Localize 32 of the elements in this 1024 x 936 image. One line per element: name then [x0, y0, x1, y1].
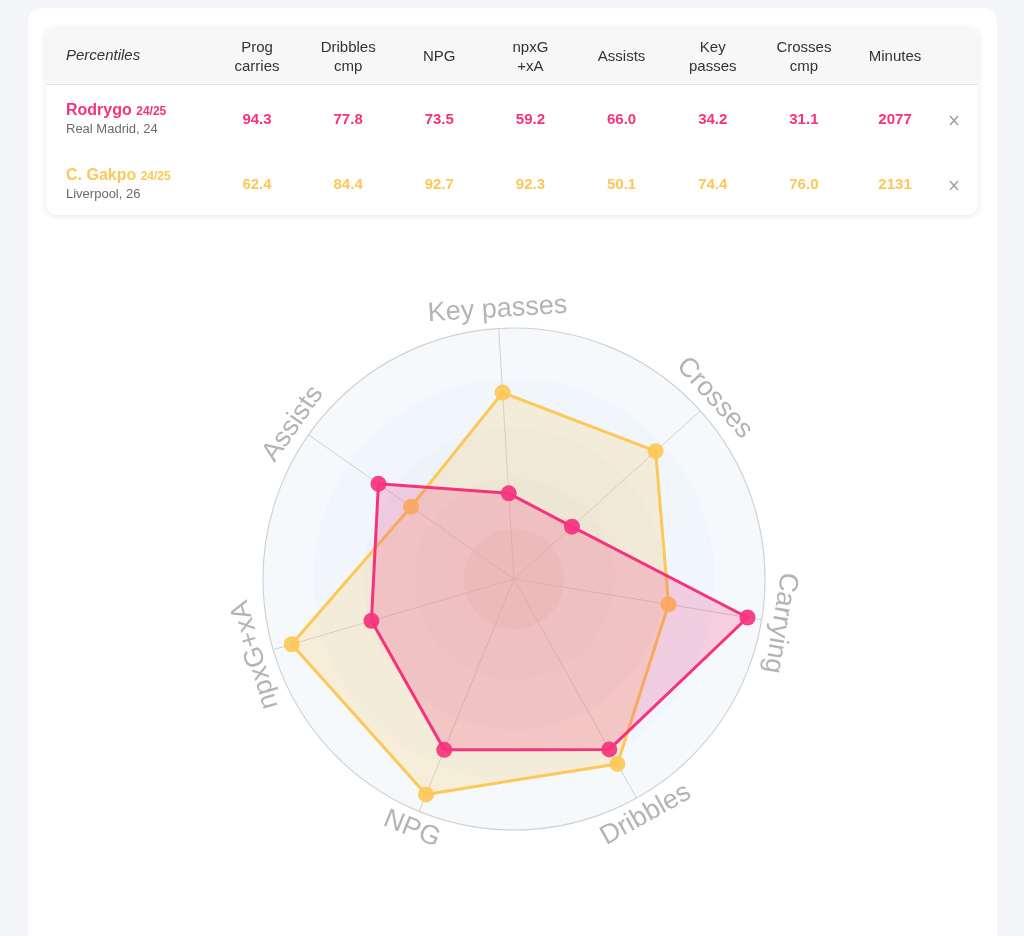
category-label: Crosses cmp	[775, 36, 833, 75]
data-label: 31.1	[788, 110, 820, 128]
series-label: Rodrygo 24/25	[66, 101, 167, 118]
data-label: 76.0	[788, 175, 820, 193]
category-label: npxG +xA	[511, 36, 550, 75]
category-label: Key passes	[688, 36, 738, 75]
spoke-label: Key passes	[426, 288, 568, 328]
data-label: 73.5	[423, 110, 455, 128]
data-label: 92.7	[423, 175, 455, 193]
category-label: NPG	[423, 46, 456, 65]
data-label: 2131	[877, 175, 913, 193]
data-label: 92.3	[514, 175, 547, 193]
data-label: 62.4	[241, 175, 273, 193]
text: C. Gakpo 24/25	[66, 166, 171, 183]
spoke-label: NPG	[379, 802, 446, 853]
spoke-label: Carrying	[758, 570, 806, 676]
text: Real Madrid, 24	[66, 121, 159, 136]
data-label: 66.0	[606, 110, 638, 128]
data-label: 34.2	[697, 110, 729, 128]
text: Liverpool, 26	[66, 186, 142, 201]
category-label: Assists	[597, 46, 646, 65]
category-label: Prog carries	[233, 36, 281, 75]
category-label: Minutes	[868, 46, 922, 65]
data-label: 2077	[877, 110, 913, 128]
category-label: Dribbles cmp	[319, 36, 377, 75]
data-label: 84.4	[332, 175, 364, 193]
data-label: 74.4	[697, 175, 729, 193]
data-label: 50.1	[606, 175, 638, 193]
text: Percentiles	[66, 45, 141, 64]
data-label: 77.8	[332, 110, 364, 128]
data-label: 94.3	[241, 110, 273, 128]
data-label: 59.2	[514, 110, 547, 128]
